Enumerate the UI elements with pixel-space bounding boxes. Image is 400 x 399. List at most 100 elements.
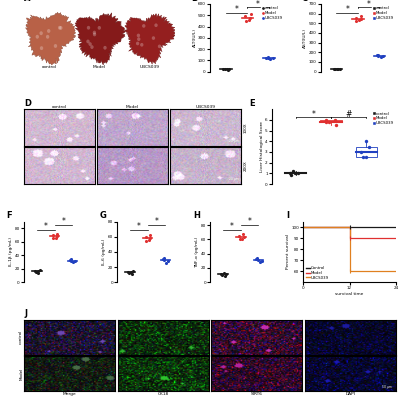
Point [143, 233, 149, 240]
Point [67, 257, 74, 263]
Ellipse shape [93, 31, 96, 34]
Point [375, 53, 382, 59]
Text: H: H [193, 211, 200, 221]
Point [147, 232, 154, 239]
Point [242, 13, 248, 20]
Point [332, 122, 339, 128]
Point [375, 51, 381, 58]
Y-axis label: Liver Histological Score: Liver Histological Score [260, 121, 264, 172]
X-axis label: Merge: Merge [63, 392, 76, 397]
Ellipse shape [40, 31, 43, 35]
Polygon shape [26, 12, 76, 65]
Point [146, 237, 152, 243]
Point [240, 231, 246, 238]
Point [50, 235, 56, 242]
Point [242, 18, 249, 24]
Text: 50 μm: 50 μm [382, 385, 392, 389]
Point [70, 259, 76, 265]
Text: E: E [250, 99, 255, 108]
Text: control: control [42, 65, 57, 69]
Point [258, 258, 265, 264]
Y-axis label: IL-6 (pg/mL): IL-6 (pg/mL) [102, 239, 106, 265]
Point [263, 54, 270, 61]
Text: B: B [191, 0, 198, 3]
Point [254, 255, 260, 261]
Point [366, 144, 372, 150]
Ellipse shape [90, 45, 94, 49]
Point [362, 138, 369, 144]
Polygon shape [125, 14, 176, 64]
Text: I: I [287, 211, 290, 221]
Point [248, 11, 254, 17]
Legend: control, Model, UBCS039: control, Model, UBCS039 [262, 6, 284, 20]
Ellipse shape [140, 43, 144, 47]
Point [323, 117, 330, 123]
Text: 100X: 100X [243, 122, 247, 133]
Text: *: * [248, 217, 252, 226]
Point [50, 232, 56, 238]
Point [130, 268, 136, 274]
Point [236, 233, 242, 239]
Point [363, 154, 369, 160]
Point [353, 14, 359, 21]
X-axis label: SIRT6: SIRT6 [251, 392, 263, 397]
Point [288, 172, 294, 179]
Point [220, 270, 227, 276]
Point [163, 259, 170, 266]
Polygon shape [75, 13, 126, 65]
Point [147, 235, 154, 241]
Y-axis label: ALT(IU/L): ALT(IU/L) [192, 28, 196, 47]
Point [322, 119, 329, 125]
Ellipse shape [98, 26, 101, 30]
Text: 20 μm: 20 μm [229, 139, 239, 143]
Ellipse shape [137, 34, 140, 37]
Point [358, 12, 364, 19]
Text: G: G [100, 211, 107, 221]
Ellipse shape [58, 26, 61, 30]
Ellipse shape [137, 38, 140, 41]
Point [334, 65, 340, 72]
Text: #: # [346, 110, 352, 119]
Y-axis label: TNF-α (pg/mL): TNF-α (pg/mL) [195, 236, 199, 268]
Point [68, 258, 74, 265]
Title: control: control [52, 105, 67, 109]
Point [247, 14, 254, 21]
Point [374, 52, 380, 59]
Point [290, 168, 296, 174]
Y-axis label: Percent survival: Percent survival [286, 235, 290, 269]
Point [165, 258, 172, 264]
Point [220, 66, 226, 73]
Y-axis label: AST(IU/L): AST(IU/L) [303, 28, 307, 48]
Ellipse shape [152, 36, 155, 40]
Point [125, 269, 131, 276]
Y-axis label: control: control [19, 330, 23, 344]
Point [240, 234, 247, 241]
Point [222, 273, 228, 279]
Point [335, 66, 342, 73]
Text: *: * [62, 217, 65, 226]
Point [161, 255, 168, 261]
Point [380, 53, 386, 59]
Legend: control, Model, UBCS039: control, Model, UBCS039 [372, 111, 394, 126]
Point [337, 66, 343, 72]
Ellipse shape [142, 24, 146, 28]
Text: UBCS039: UBCS039 [139, 65, 159, 69]
Ellipse shape [46, 35, 49, 39]
Point [34, 268, 41, 274]
Y-axis label: IL-1β (pg/mL): IL-1β (pg/mL) [9, 237, 13, 267]
Point [33, 269, 39, 275]
Point [37, 267, 43, 273]
Point [223, 65, 230, 72]
Ellipse shape [86, 40, 90, 43]
Ellipse shape [36, 35, 39, 39]
Point [256, 259, 263, 265]
Point [332, 117, 338, 123]
Ellipse shape [93, 33, 96, 36]
Text: *: * [44, 222, 48, 231]
Point [222, 66, 228, 73]
Ellipse shape [54, 44, 57, 48]
Point [254, 257, 261, 263]
Point [52, 235, 59, 241]
Text: *: * [137, 222, 141, 231]
Point [360, 154, 366, 160]
